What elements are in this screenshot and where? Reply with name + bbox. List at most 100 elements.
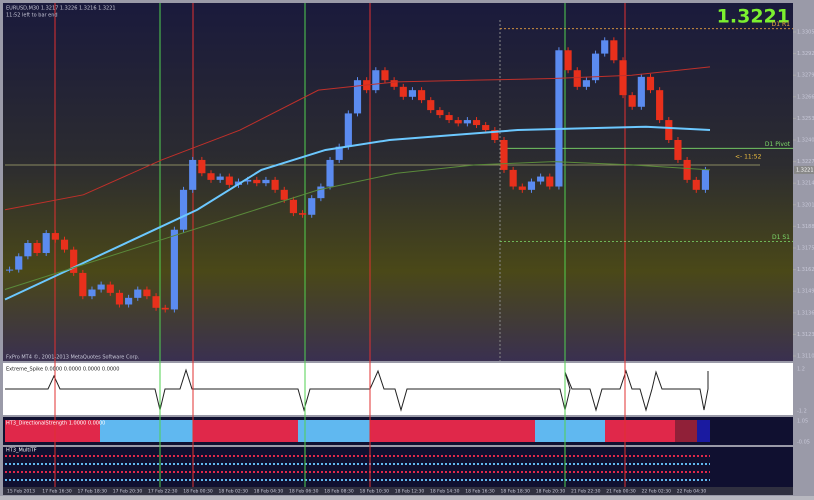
candle <box>482 125 490 131</box>
spike-label: Extreme_Spike 0.0000 0.0000 0.0000 0.000… <box>6 367 119 373</box>
level-label: D1 Pivot <box>765 141 791 148</box>
spike-bottom: -1.2 <box>797 409 807 415</box>
candle <box>646 76 655 91</box>
candle <box>207 173 215 180</box>
time-label: 17 Feb 18:30 <box>78 489 108 495</box>
time-label: 18 Feb 14:30 <box>430 489 460 495</box>
timer: 11:52 left to bar end <box>6 13 58 19</box>
time-label: 17 Feb 20:30 <box>113 489 143 495</box>
spike-top: 1.2 <box>797 367 805 373</box>
moving-average <box>4 161 711 291</box>
time-label: 22 Feb 02:30 <box>642 489 672 495</box>
time-label: 18 Feb 08:30 <box>324 489 354 495</box>
time-label: 22 Feb 04:30 <box>677 489 707 495</box>
candle <box>601 40 609 54</box>
candle <box>390 80 398 87</box>
price-label: 1.3266 <box>797 94 814 100</box>
candle <box>298 213 307 215</box>
moving-average <box>4 125 711 301</box>
candle <box>619 60 627 96</box>
price-label: 1.3188 <box>797 224 814 230</box>
time-label: 18 Feb 06:30 <box>289 489 319 495</box>
candle <box>335 146 343 160</box>
candle <box>51 233 59 240</box>
price-label: 1.3292 <box>797 51 814 57</box>
candle <box>491 130 499 140</box>
time-label: 18 Feb 12:30 <box>395 489 425 495</box>
candle <box>637 76 645 107</box>
spike-line <box>5 368 709 412</box>
candle <box>152 296 160 308</box>
strength-bottom: -0.05 <box>797 440 810 446</box>
strength-label: HT3_DirectionalStrength 1.0000 0.0000 <box>6 421 105 427</box>
candle <box>463 120 471 124</box>
price-label: 1.3227 <box>797 159 814 165</box>
candle <box>701 169 709 190</box>
candle <box>271 179 279 190</box>
dot-rows <box>5 455 710 481</box>
candle <box>692 179 700 190</box>
candle <box>97 284 105 290</box>
price-label: 1.3214 <box>797 181 814 187</box>
price-label: 1.3123 <box>797 332 814 338</box>
time-label: 18 Feb 04:30 <box>254 489 284 495</box>
candle <box>344 113 352 147</box>
candle <box>656 90 664 121</box>
dots-label: HT3_MultiTF <box>6 448 37 454</box>
candle <box>683 159 691 180</box>
candle <box>628 95 636 107</box>
candle <box>399 86 407 97</box>
time-label: 18 Feb 10:30 <box>360 489 390 495</box>
candle <box>134 289 142 298</box>
main-chart-bg <box>3 3 793 361</box>
candle <box>418 90 426 101</box>
price-label: 1.3149 <box>797 289 814 295</box>
level-label: D1 S1 <box>772 234 790 241</box>
time-label: 18 Feb 16:30 <box>465 489 495 495</box>
time-label: 21 Feb 00:30 <box>606 489 636 495</box>
candle <box>610 40 618 61</box>
candle <box>674 140 682 160</box>
candle <box>308 198 316 215</box>
candle <box>244 179 252 182</box>
candle <box>225 176 233 185</box>
candle <box>472 120 481 126</box>
candle <box>6 269 14 271</box>
price-label: 1.3201 <box>797 202 814 208</box>
time-label: 21 Feb 22:30 <box>571 489 601 495</box>
current-price: 1.3221 <box>796 167 814 173</box>
candle <box>143 289 151 297</box>
candle <box>125 297 133 305</box>
strength-top: 1.05 <box>797 419 808 425</box>
candle <box>161 307 169 310</box>
candle <box>454 120 462 124</box>
time-axis-bg <box>3 487 793 495</box>
time-label: 17 Feb 16:30 <box>42 489 72 495</box>
price-label: 1.3240 <box>797 138 814 144</box>
candle <box>170 229 178 310</box>
candle <box>289 199 297 214</box>
time-label: 15 Feb 2013 <box>7 489 35 495</box>
candle <box>326 159 334 187</box>
candle <box>591 53 600 81</box>
moving-average <box>4 66 711 211</box>
candle <box>262 179 270 184</box>
price-label: 1.3305 <box>797 30 814 36</box>
candle <box>42 233 50 253</box>
candle <box>546 176 554 187</box>
price-label: 1.3253 <box>797 116 814 122</box>
candle <box>582 80 590 87</box>
time-label: 18 Feb 18:30 <box>501 489 531 495</box>
candle <box>527 181 536 190</box>
price-label: 1.3110 <box>797 354 814 360</box>
candle <box>353 80 362 114</box>
candle <box>70 249 78 273</box>
symbol-line: EURUSD,M30 1.3217 1.3226 1.3216 1.3221 <box>6 6 116 12</box>
candle <box>60 239 69 250</box>
price-label: 1.3279 <box>797 73 814 79</box>
candle <box>408 90 417 97</box>
candle <box>15 256 23 270</box>
price-label: 1.3136 <box>797 310 814 316</box>
current-price-box <box>794 165 814 174</box>
candle <box>253 179 261 184</box>
